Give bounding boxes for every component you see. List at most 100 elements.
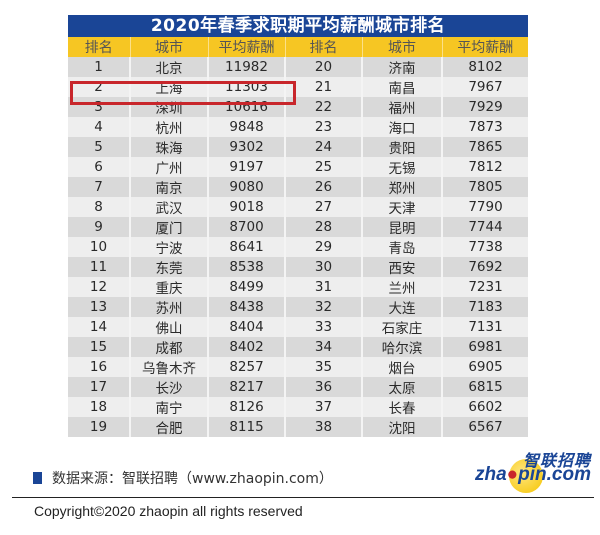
city-cell: 沈阳 bbox=[362, 417, 443, 437]
city-cell: 广州 bbox=[130, 157, 209, 177]
rank-cell: 14 bbox=[68, 317, 131, 337]
salary-cell: 8115 bbox=[208, 417, 286, 437]
table-row: 4 杭州 9848 23 海口 7873 bbox=[68, 117, 528, 137]
rank-cell: 9 bbox=[68, 217, 131, 237]
city-cell: 天津 bbox=[362, 197, 443, 217]
rank-cell: 27 bbox=[285, 197, 363, 217]
salary-ranking-table-container: 2020年春季求职期平均薪酬城市排名 排名 城市 平均薪酬 排名 城市 平均薪酬… bbox=[68, 15, 528, 437]
rank-cell: 35 bbox=[285, 357, 363, 377]
city-cell: 无锡 bbox=[362, 157, 443, 177]
salary-cell: 7744 bbox=[442, 217, 528, 237]
salary-cell: 9302 bbox=[208, 137, 286, 157]
rank-cell: 28 bbox=[285, 217, 363, 237]
city-cell: 西安 bbox=[362, 257, 443, 277]
salary-cell: 7231 bbox=[442, 277, 528, 297]
rank-cell: 19 bbox=[68, 417, 131, 437]
salary-cell: 6981 bbox=[442, 337, 528, 357]
rank-cell: 13 bbox=[68, 297, 131, 317]
salary-cell: 7692 bbox=[442, 257, 528, 277]
salary-cell: 7865 bbox=[442, 137, 528, 157]
table-row: 9 厦门 8700 28 昆明 7744 bbox=[68, 217, 528, 237]
bullet-square-icon bbox=[33, 472, 42, 484]
city-cell: 苏州 bbox=[130, 297, 209, 317]
salary-cell: 8404 bbox=[208, 317, 286, 337]
city-cell: 成都 bbox=[130, 337, 209, 357]
city-cell: 上海 bbox=[130, 77, 209, 97]
salary-cell: 7873 bbox=[442, 117, 528, 137]
salary-cell: 8102 bbox=[442, 57, 528, 77]
city-cell: 哈尔滨 bbox=[362, 337, 443, 357]
city-cell: 佛山 bbox=[130, 317, 209, 337]
salary-cell: 7812 bbox=[442, 157, 528, 177]
rank-cell: 8 bbox=[68, 197, 131, 217]
logo-en-text: zha●pin.com bbox=[475, 464, 591, 486]
city-cell: 北京 bbox=[130, 57, 209, 77]
salary-cell: 8538 bbox=[208, 257, 286, 277]
rank-cell: 3 bbox=[68, 97, 131, 117]
rank-cell: 30 bbox=[285, 257, 363, 277]
rank-cell: 23 bbox=[285, 117, 363, 137]
table-row: 6 广州 9197 25 无锡 7812 bbox=[68, 157, 528, 177]
salary-cell: 10616 bbox=[208, 97, 286, 117]
data-source: 数据来源：智联招聘（www.zhaopin.com） bbox=[33, 468, 333, 488]
salary-cell: 11982 bbox=[208, 57, 286, 77]
rank-cell: 36 bbox=[285, 377, 363, 397]
divider-line bbox=[12, 497, 594, 498]
header-city-1: 城市 bbox=[130, 37, 209, 57]
rank-cell: 24 bbox=[285, 137, 363, 157]
salary-cell: 8257 bbox=[208, 357, 286, 377]
city-cell: 长沙 bbox=[130, 377, 209, 397]
salary-cell: 8402 bbox=[208, 337, 286, 357]
header-rank-2: 排名 bbox=[285, 37, 363, 57]
city-cell: 武汉 bbox=[130, 197, 209, 217]
table-row: 11 东莞 8538 30 西安 7692 bbox=[68, 257, 528, 277]
header-rank-1: 排名 bbox=[68, 37, 131, 57]
rank-cell: 16 bbox=[68, 357, 131, 377]
city-cell: 太原 bbox=[362, 377, 443, 397]
logo-en-prefix: zha bbox=[474, 464, 507, 485]
table-row: 10 宁波 8641 29 青岛 7738 bbox=[68, 237, 528, 257]
city-cell: 兰州 bbox=[362, 277, 443, 297]
table-row: 15 成都 8402 34 哈尔滨 6981 bbox=[68, 337, 528, 357]
salary-cell: 6905 bbox=[442, 357, 528, 377]
city-cell: 烟台 bbox=[362, 357, 443, 377]
logo-dot-icon: ● bbox=[506, 464, 519, 485]
city-cell: 南宁 bbox=[130, 397, 209, 417]
table-row: 5 珠海 9302 24 贵阳 7865 bbox=[68, 137, 528, 157]
rank-cell: 18 bbox=[68, 397, 131, 417]
salary-cell: 11303 bbox=[208, 77, 286, 97]
salary-cell: 9080 bbox=[208, 177, 286, 197]
rank-cell: 37 bbox=[285, 397, 363, 417]
city-cell: 厦门 bbox=[130, 217, 209, 237]
city-cell: 杭州 bbox=[130, 117, 209, 137]
city-cell: 郑州 bbox=[362, 177, 443, 197]
salary-cell: 7929 bbox=[442, 97, 528, 117]
rank-cell: 5 bbox=[68, 137, 131, 157]
city-cell: 长春 bbox=[362, 397, 443, 417]
table-body: 1 北京 11982 20 济南 8102 2 上海 11303 21 南昌 7967 3 深圳 10616… bbox=[68, 57, 528, 437]
city-cell: 重庆 bbox=[130, 277, 209, 297]
rank-cell: 20 bbox=[285, 57, 363, 77]
rank-cell: 31 bbox=[285, 277, 363, 297]
rank-cell: 21 bbox=[285, 77, 363, 97]
source-text: 数据来源：智联招聘（www.zhaopin.com） bbox=[52, 471, 333, 487]
rank-cell: 2 bbox=[68, 77, 131, 97]
salary-ranking-table: 排名 城市 平均薪酬 排名 城市 平均薪酬 1 北京 11982 20 济南 8102 2 上… bbox=[68, 37, 528, 437]
rank-cell: 22 bbox=[285, 97, 363, 117]
city-cell: 合肥 bbox=[130, 417, 209, 437]
table-row: 13 苏州 8438 32 大连 7183 bbox=[68, 297, 528, 317]
table-row: 1 北京 11982 20 济南 8102 bbox=[68, 57, 528, 77]
salary-cell: 6602 bbox=[442, 397, 528, 417]
rank-cell: 17 bbox=[68, 377, 131, 397]
rank-cell: 7 bbox=[68, 177, 131, 197]
header-salary-1: 平均薪酬 bbox=[208, 37, 286, 57]
salary-cell: 7967 bbox=[442, 77, 528, 97]
rank-cell: 6 bbox=[68, 157, 131, 177]
salary-cell: 8217 bbox=[208, 377, 286, 397]
salary-cell: 8499 bbox=[208, 277, 286, 297]
rank-cell: 10 bbox=[68, 237, 131, 257]
salary-cell: 8641 bbox=[208, 237, 286, 257]
rank-cell: 34 bbox=[285, 337, 363, 357]
rank-cell: 33 bbox=[285, 317, 363, 337]
rank-cell: 15 bbox=[68, 337, 131, 357]
